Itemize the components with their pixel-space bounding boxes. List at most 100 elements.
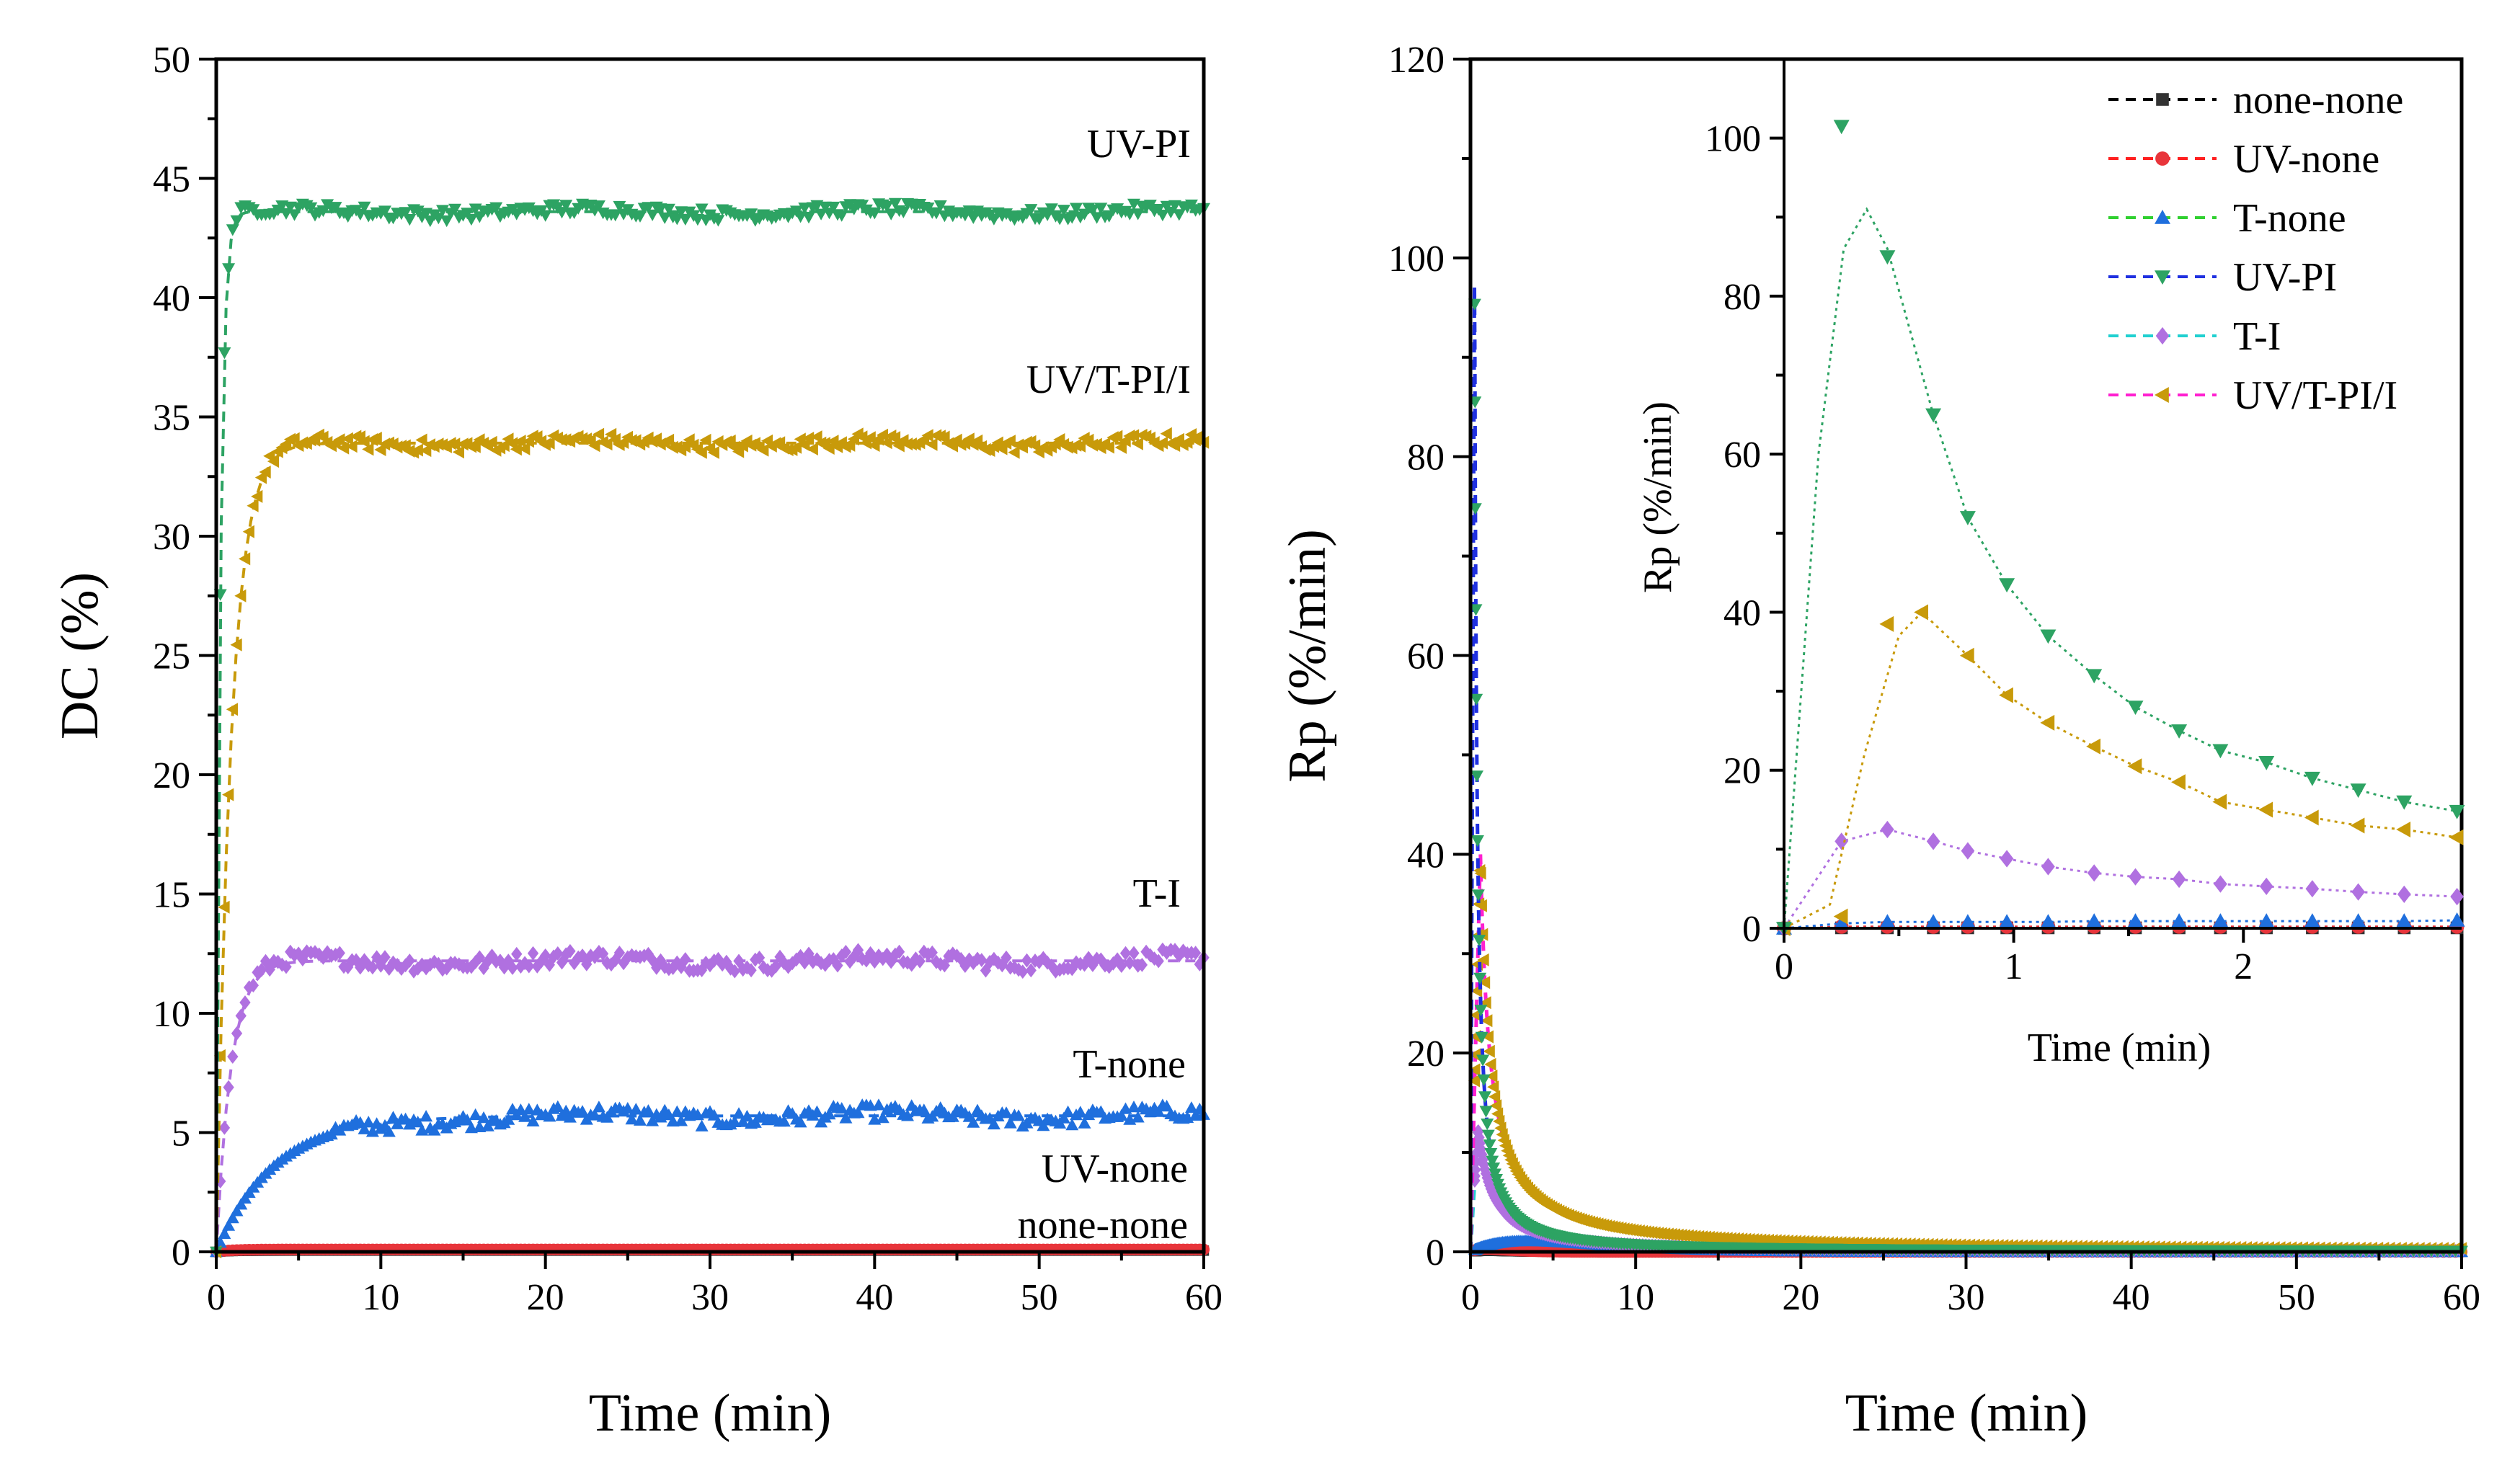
left-point-t-i (223, 1080, 234, 1095)
left-point-uv-pi (1053, 213, 1067, 226)
inset-point-uv-pi (2086, 669, 2103, 684)
left-point-t-none (365, 1125, 379, 1137)
right-point-uv-pi (1483, 1139, 1496, 1152)
right-point-uv-pi (1479, 1106, 1493, 1118)
left-point-uv-t-pi-i (1111, 430, 1123, 443)
left-point-uv-pi (1123, 208, 1137, 221)
inset-point-t-none (2258, 913, 2275, 928)
inset-x-tick-label: 1 (2005, 946, 2023, 987)
inset-point-t-i (2305, 880, 2320, 898)
left-point-uv-pi (745, 208, 758, 221)
left-point-uv-t-pi-i (1114, 440, 1127, 454)
right-point-uv-pi (1469, 604, 1483, 616)
legend-item-t-i: T-I (2108, 314, 2281, 359)
left-point-t-i (363, 958, 374, 973)
inset-point-uv-t-pi-i (1999, 687, 2013, 703)
left-point-uv-t-pi-i (370, 432, 382, 445)
left-point-uv-t-pi-i (856, 430, 868, 444)
left-point-t-i (803, 946, 815, 961)
left-point-uv-pi (868, 208, 882, 220)
left-point-uv-t-pi-i (1073, 439, 1086, 453)
left-point-uv-pi (218, 347, 231, 360)
left-point-t-i (774, 949, 786, 964)
inset-point-uv-t-pi-i (2040, 714, 2055, 731)
left-point-t-i (951, 948, 963, 964)
legend-item-none-none: none-none (2108, 78, 2403, 123)
left-point-uv-pi (304, 202, 318, 214)
legend-marker-uv-t-pi-i (2155, 387, 2169, 403)
inset-point-uv-t-pi-i (2449, 829, 2464, 845)
left-point-uv-pi (678, 213, 692, 226)
left-point-uv-pi (888, 197, 902, 210)
left-point-uv-pi (798, 203, 812, 215)
left-point-t-i (955, 951, 967, 966)
left-point-t-i (852, 943, 864, 958)
left-point-t-none (1037, 1119, 1050, 1131)
inset-point-uv-t-pi-i (2086, 738, 2100, 755)
right-point-uv-t-pi-i (1468, 1063, 1481, 1077)
right-point-uv-t-pi-i (1484, 1057, 1496, 1071)
left-point-t-i (511, 946, 523, 961)
left-point-uv-pi (559, 200, 573, 212)
inset-point-uv-pi (2258, 756, 2275, 770)
left-point-uv-t-pi-i (822, 442, 835, 455)
legend-marker-t-none (2155, 210, 2170, 224)
left-point-t-i (675, 959, 687, 974)
legend-item-uv-pi: UV-PI (2108, 255, 2337, 300)
left-x-tick-label: 30 (691, 1277, 729, 1318)
left-point-t-none (226, 1211, 239, 1224)
left-point-t-i (334, 946, 345, 961)
inset-point-uv-t-pi-i (1833, 908, 1848, 925)
right-point-uv-pi (1470, 770, 1483, 783)
inset-point-t-none (2171, 913, 2188, 928)
left-point-t-none (670, 1105, 684, 1117)
left-point-uv-pi (222, 263, 236, 275)
right-point-uv-t-pi-i (1468, 1074, 1481, 1088)
left-point-uv-pi (1131, 208, 1145, 221)
inset-line-uv-pi (1783, 207, 2457, 929)
left-point-uv-t-pi-i (592, 427, 605, 441)
right-point-uv-pi (1478, 1091, 1491, 1103)
inset-point-uv-pi (1833, 120, 1850, 135)
right-point-uv-pi (1484, 1148, 1498, 1160)
left-point-t-i (375, 958, 386, 973)
legend-label-t-i: T-I (2233, 314, 2281, 359)
left-x-tick-label: 10 (362, 1277, 399, 1318)
left-point-uv-pi (1070, 203, 1083, 215)
left-point-t-i (964, 952, 975, 967)
left-point-t-i (758, 960, 769, 975)
left-point-uv-t-pi-i (234, 589, 247, 602)
inset-y-tick-label: 40 (1723, 592, 1761, 633)
left-point-t-i (1136, 958, 1148, 972)
left-point-uv-t-pi-i (452, 445, 464, 459)
annotation-none-none: none-none (1018, 1203, 1188, 1248)
inset-point-t-none (2212, 913, 2229, 928)
left-point-uv-t-pi-i (1127, 429, 1140, 443)
left-point-uv-pi (802, 212, 815, 224)
left-point-t-none (1065, 1119, 1079, 1131)
inset-point-t-i (2259, 877, 2273, 895)
left-point-t-i (1116, 959, 1127, 973)
inset-point-uv-t-pi-i (2212, 793, 2227, 810)
left-point-uv-t-pi-i (707, 445, 719, 459)
left-point-uv-t-pi-i (267, 455, 280, 468)
left-point-uv-pi (1086, 204, 1099, 216)
left-point-t-none (461, 1113, 474, 1126)
left-point-uv-t-pi-i (337, 441, 350, 455)
left-point-t-i (227, 1049, 239, 1064)
left-point-t-i (1025, 963, 1037, 978)
left-point-t-none (675, 1114, 688, 1126)
left-point-t-none (563, 1111, 577, 1123)
left-point-uv-pi (1172, 209, 1186, 221)
left-x-tick-label: 50 (1021, 1277, 1058, 1318)
inset-point-uv-pi (2171, 724, 2188, 739)
left-point-uv-t-pi-i (1193, 429, 1205, 443)
inset-point-t-none (1925, 914, 1942, 928)
left-point-t-i (704, 958, 716, 973)
left-point-t-i (655, 953, 667, 968)
legend-marker-none-none (2156, 93, 2169, 106)
inset-point-t-i (2087, 864, 2101, 882)
left-point-t-i (371, 950, 383, 965)
left-point-uv-t-pi-i (868, 439, 880, 452)
left-point-uv-pi (403, 214, 417, 226)
